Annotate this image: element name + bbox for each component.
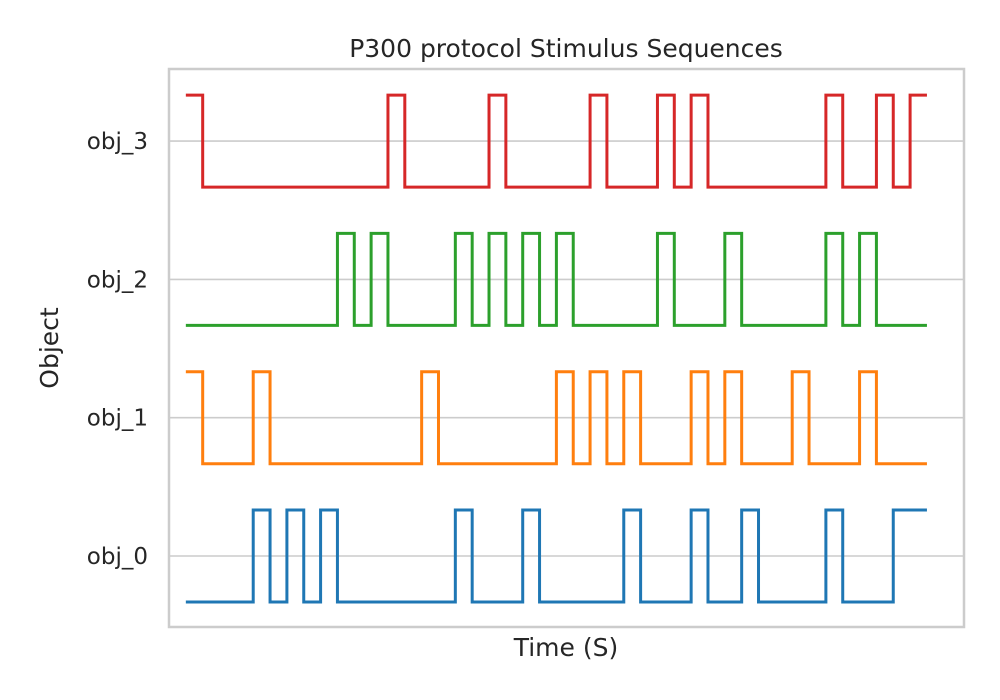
plot-frame [167, 67, 966, 629]
chart-title: P300 protocol Stimulus Sequences [349, 34, 783, 63]
y-axis-label: Object [35, 307, 64, 389]
y-tick-obj_3: obj_3 [87, 129, 148, 155]
grid-lines [169, 140, 964, 557]
series-lines [185, 93, 927, 604]
y-tick-obj_0: obj_0 [87, 544, 148, 570]
y-tick-obj_2: obj_2 [87, 267, 148, 293]
series-line-obj_1 [185, 370, 927, 466]
series-line-obj_3 [185, 93, 927, 189]
series-line-obj_0 [185, 508, 927, 604]
y-tick-labels: obj_0 obj_1 obj_2 obj_3 [87, 129, 148, 570]
series-line-obj_2 [185, 231, 927, 327]
x-axis-label: Time (S) [513, 633, 619, 662]
y-tick-obj_1: obj_1 [87, 406, 148, 432]
